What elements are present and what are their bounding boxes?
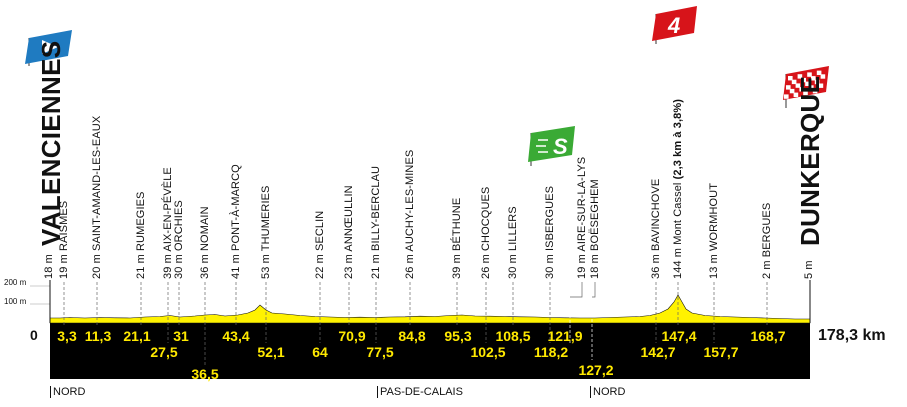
waypoint-distance: 142,7 (640, 344, 676, 360)
waypoint-distance: 36,5 (191, 366, 219, 382)
waypoint-label: 18 m BOËSEGHEM (589, 179, 601, 279)
waypoint-label: 21 m BILLY-BERCLAU (370, 166, 382, 279)
waypoint-name: 144 m Mont Cassel (672, 179, 684, 279)
elevation-fill (49, 294, 811, 324)
waypoint-distance: 70,9 (338, 328, 366, 344)
waypoint-label: 39 m BÉTHUNE (451, 198, 463, 279)
waypoint-label: 144 m Mont Cassel (2,3 km à 3,8%) (672, 99, 684, 279)
waypoint-label: 26 m AUCHY-LES-MINES (404, 150, 416, 279)
waypoint-distance: 77,5 (366, 344, 394, 360)
region-nord-2: NORD (590, 386, 625, 398)
waypoint-name: 2 m BERGUES (761, 202, 773, 279)
waypoint-distance: 43,4 (222, 328, 250, 344)
waypoint-name: 41 m PONT-À-MARCQ (230, 164, 242, 279)
climb-details: (2,3 km à 3,8%) (672, 99, 684, 180)
waypoint-distance: 121,9 (547, 328, 583, 344)
waypoint-marker-connector (570, 282, 583, 298)
waypoint-distance: 52,1 (257, 344, 285, 360)
waypoint-label: 2 m BERGUES (761, 203, 773, 279)
waypoint-name: 26 m CHOCQUES (480, 186, 492, 279)
distance-band (50, 323, 810, 379)
waypoint-distance: 21,1 (123, 328, 151, 344)
waypoint-name: 39 m BÉTHUNE (451, 197, 463, 279)
waypoint-name: 23 m ANNŒULLIN (343, 185, 355, 279)
start-altitude: 18 m (43, 254, 55, 279)
finish-altitude: 5 m (803, 260, 815, 279)
region-nord-1: NORD (50, 386, 85, 398)
waypoint-label: 19 m RAISMES (58, 201, 70, 279)
waypoint-name: 30 m ISBERGUES (544, 185, 556, 279)
waypoint-name: 19 m AIRE-SUR-LA-LYS (576, 156, 588, 279)
waypoint-name: 26 m AUCHY-LES-MINES (404, 149, 416, 279)
sprint-letter: S (553, 134, 568, 159)
waypoint-label: 30 m ISBERGUES (544, 186, 556, 279)
waypoint-name: 19 m RAISMES (58, 200, 70, 279)
waypoint-label: 36 m BAVINCHOVE (650, 179, 662, 279)
altitude-label-200: 200 m (4, 278, 27, 287)
waypoint-name: 36 m NOMAIN (199, 206, 211, 279)
waypoint-label: 19 m AIRE-SUR-LA-LYS (576, 157, 588, 279)
waypoint-label: 21 m RUMEGIES (135, 192, 147, 280)
region-pas-de-calais: PAS-DE-CALAIS (377, 386, 463, 398)
waypoint-marker-connector (592, 282, 596, 298)
waypoint-name: 22 m SECLIN (314, 210, 326, 279)
waypoint-distance: 27,5 (150, 344, 178, 360)
start-flag-icon (25, 30, 72, 66)
waypoint-distance: 147,4 (661, 328, 697, 344)
total-distance: 178,3 km (818, 327, 886, 344)
waypoint-label: 22 m SECLIN (314, 211, 326, 279)
waypoint-name: 13 m WORMHOUT (708, 182, 720, 279)
waypoint-name: 53 m THUMERIES (260, 185, 272, 280)
waypoint-label: 41 m PONT-À-MARCQ (230, 164, 242, 279)
finish-city-name: DUNKERQUE (795, 75, 825, 246)
waypoint-distance: 102,5 (470, 344, 506, 360)
waypoint-name: 21 m RUMEGIES (135, 191, 147, 280)
waypoint-name: 20 m SAINT-AMAND-LES-EAUX (91, 115, 103, 279)
waypoint-label: 20 m SAINT-AMAND-LES-EAUX (91, 116, 103, 279)
waypoint-name: 21 m BILLY-BERCLAU (370, 165, 382, 279)
waypoint-distance: 64 (312, 344, 328, 360)
waypoint-name: 36 m BAVINCHOVE (650, 178, 662, 279)
climb-category-number: 4 (667, 13, 680, 38)
waypoint-name: 30 m LILLERS (507, 206, 519, 279)
waypoint-distance: 3,3 (57, 328, 77, 344)
waypoint-name: 30 m ORCHIES (173, 200, 185, 279)
waypoint-label: 13 m WORMHOUT (708, 183, 720, 279)
distance-zero: 0 (30, 327, 38, 343)
waypoint-name: 18 m BOËSEGHEM (589, 179, 601, 279)
waypoint-label: 23 m ANNŒULLIN (343, 185, 355, 279)
waypoint-distance: 11,3 (84, 328, 112, 344)
waypoint-distance: 108,5 (495, 328, 531, 344)
altitude-label-100: 100 m (4, 297, 27, 306)
waypoint-label: 30 m ORCHIES (173, 200, 185, 279)
climb-category-flag-icon: 4 (652, 6, 697, 44)
waypoint-distance: 84,8 (398, 328, 426, 344)
waypoint-distance: 157,7 (703, 344, 739, 360)
sprint-flag-icon: S (528, 126, 575, 166)
finish-flag-icon (783, 66, 829, 108)
waypoint-label: 36 m NOMAIN (199, 206, 211, 279)
waypoint-distance: 168,7 (750, 328, 786, 344)
waypoint-distance: 127,2 (578, 362, 614, 378)
waypoint-label: 53 m THUMERIES (260, 186, 272, 280)
waypoint-label: 26 m CHOCQUES (480, 187, 492, 279)
waypoint-label: 30 m LILLERS (507, 206, 519, 279)
waypoint-distance: 95,3 (444, 328, 472, 344)
waypoint-distance: 31 (173, 328, 189, 344)
waypoint-distance: 118,2 (533, 344, 569, 360)
